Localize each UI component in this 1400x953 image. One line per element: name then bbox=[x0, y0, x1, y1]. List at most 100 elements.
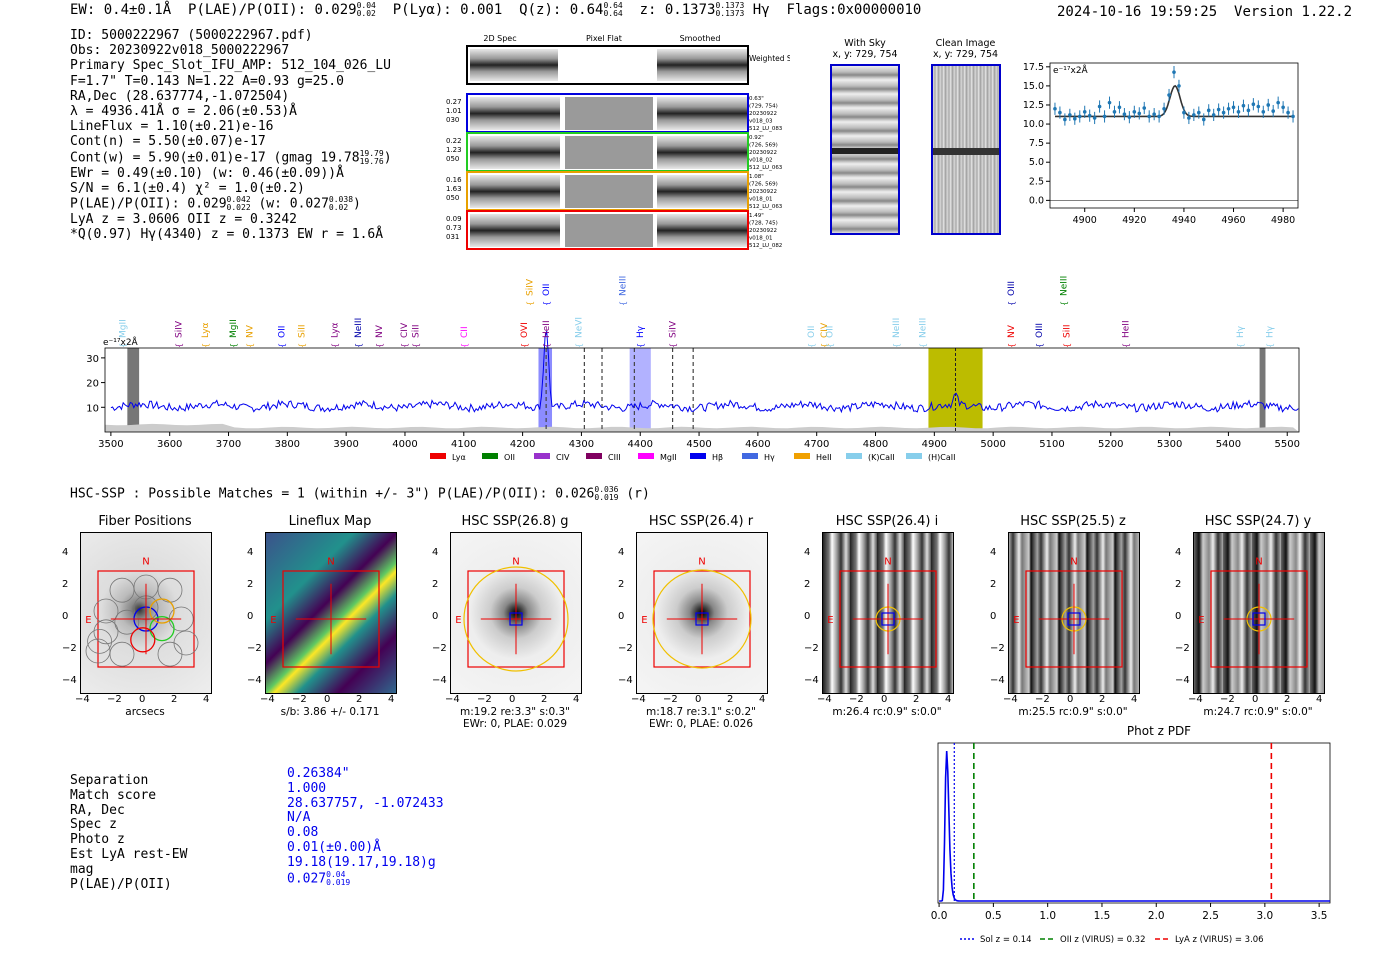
info-line: RA,Dec (28.637774,-1.072504) bbox=[70, 88, 290, 104]
fiber-circle-highlight bbox=[130, 627, 156, 653]
cutout-ytick-label: 0 bbox=[990, 611, 997, 622]
spectrum-line-label: SiII bbox=[297, 324, 307, 338]
fit-point bbox=[1276, 100, 1280, 105]
fit-point bbox=[1172, 70, 1176, 74]
spectrum-xtick-label: 4300 bbox=[569, 439, 594, 450]
spectrum-line-bracket: { bbox=[542, 343, 551, 348]
spectrum-line-label: SiIV bbox=[526, 278, 536, 296]
fit-xtick-label: 4920 bbox=[1122, 215, 1146, 226]
fiber-row-right-label: 512_LU_082 bbox=[749, 243, 782, 249]
fiber-row-left-label: 0.73 bbox=[446, 224, 462, 232]
cutout-xtick-label: −4 bbox=[631, 694, 646, 705]
cutout-xtick-label: −2 bbox=[107, 694, 122, 705]
cutout-xtick-label: 2 bbox=[541, 694, 548, 705]
cutout-match-box bbox=[695, 612, 709, 626]
cutout-subtitle: m:19.2 re:3.3" s:0.3" bbox=[460, 706, 570, 718]
fiber-row-2dspec bbox=[470, 175, 560, 208]
cutout-aperture bbox=[463, 566, 569, 672]
cutout-ytick-label: 0 bbox=[1175, 611, 1182, 622]
info-plae-lo: 0.022 bbox=[226, 203, 251, 213]
fiber-circle bbox=[87, 629, 113, 654]
spectrum-xtick-label: 5100 bbox=[1039, 439, 1064, 450]
clean-image-xy: x, y: 729, 754 bbox=[932, 49, 999, 60]
cutout-ytick-label: −4 bbox=[804, 675, 819, 686]
header-ew: EW: 0.4±0.1Å bbox=[70, 2, 172, 18]
spectrum-xtick-label: 3600 bbox=[157, 439, 182, 450]
cutout-subtitle: m:18.7 re:3.1" s:0.2" bbox=[646, 706, 756, 718]
legend-swatch bbox=[794, 453, 810, 459]
spectrum-line-label: MgII bbox=[229, 319, 239, 338]
info-line: λ = 4936.41Å σ = 2.06(±0.53)Å bbox=[70, 104, 297, 120]
weighted-sum-label: Weighted Sum bbox=[749, 54, 790, 63]
hsc-title: HSC-SSP : Possible Matches = 1 (within +… bbox=[70, 486, 650, 502]
fiber-row-right-label: v018_01 bbox=[749, 236, 773, 242]
cutout-east-label: E bbox=[85, 615, 91, 626]
spectrum-line-bracket: { bbox=[820, 343, 829, 348]
spectrum-xtick-label: 4800 bbox=[863, 439, 888, 450]
fit-point bbox=[1157, 114, 1161, 119]
pdf-xtick-label: 1.5 bbox=[1094, 910, 1111, 922]
cutout-match-box bbox=[509, 612, 523, 626]
spectrum-line-bracket: { bbox=[330, 343, 339, 348]
header-plae: P(LAE)/P(OII): 0.029 bbox=[188, 2, 357, 18]
cutout-xtick-label: 0 bbox=[509, 694, 516, 705]
fit-ytick-label: 7.5 bbox=[1029, 138, 1044, 149]
cutout-ytick-label: 4 bbox=[62, 547, 69, 558]
cutout-ytick-label: 2 bbox=[990, 579, 997, 590]
spectrum-line-label: Hγ bbox=[636, 325, 646, 338]
fit-point bbox=[1092, 116, 1097, 120]
col-title-2dspec: 2D Spec bbox=[483, 34, 516, 43]
fit-point bbox=[1087, 113, 1092, 118]
cutout-xtick-label: −2 bbox=[292, 694, 307, 705]
header-version: Version 1.22.2 bbox=[1234, 4, 1353, 20]
spectrum-xtick-label: 3500 bbox=[98, 439, 123, 450]
fiber-row-left-label: 0.22 bbox=[446, 137, 462, 145]
col-title-pixelflat: Pixel Flat bbox=[586, 34, 622, 43]
match-label: RA, Dec bbox=[70, 802, 125, 818]
fiber-row-left-label: 1.23 bbox=[446, 146, 462, 154]
cutout-xtick-label: 2 bbox=[727, 694, 734, 705]
legend-swatch bbox=[690, 453, 706, 459]
match-value: 28.637757, -1.072433 bbox=[287, 795, 444, 811]
fit-point bbox=[1107, 100, 1112, 105]
pdf-title: Phot z PDF bbox=[1127, 724, 1191, 738]
fit-point bbox=[1231, 105, 1236, 110]
spectrum-line-bracket: { bbox=[277, 343, 286, 348]
match-value: 0.26384" bbox=[287, 766, 350, 781]
fiber-row-smoothed bbox=[657, 97, 747, 130]
spectrum-line-bracket: { bbox=[412, 343, 421, 348]
spectrum-line-label: OII bbox=[807, 326, 817, 338]
cutout-overlay: NE bbox=[455, 557, 569, 672]
fiber-row-right-label: 0.92" bbox=[749, 135, 764, 141]
gmag-lo: 19.76 bbox=[359, 156, 384, 166]
cutout-overlay: NE bbox=[270, 557, 380, 668]
cutout-ytick-label: −2 bbox=[1175, 643, 1190, 654]
match-value: 0.08 bbox=[287, 825, 319, 841]
info-plae-w-lo: 0.02 bbox=[328, 203, 349, 213]
cutout-title: HSC SSP(24.7) y bbox=[1204, 514, 1312, 529]
cutout-subtitle: m:26.4 rc:0.9" s:0.0" bbox=[832, 706, 942, 718]
spectrum-noise-floor bbox=[105, 423, 1299, 432]
spectrum-line-label: OII bbox=[542, 284, 552, 296]
cutout-xtick-label: 2 bbox=[913, 694, 920, 705]
fit-point bbox=[1142, 106, 1147, 110]
spectrum-xtick-label: 5300 bbox=[1157, 439, 1182, 450]
legend-swatch bbox=[430, 453, 446, 459]
cutout-match-box bbox=[1067, 612, 1081, 626]
spectrum-xtick-label: 3900 bbox=[333, 439, 358, 450]
clean-image-trace bbox=[933, 148, 999, 155]
spectrum-line-label: NV bbox=[246, 324, 256, 338]
cutout-xtick-label: −2 bbox=[849, 694, 864, 705]
cutout-north-label: N bbox=[142, 557, 149, 568]
pdf-xtick-label: 3.5 bbox=[1311, 910, 1328, 922]
fiber-row-pixelflat bbox=[565, 97, 653, 130]
spectrum-line-bracket: { bbox=[919, 343, 928, 348]
legend-swatch bbox=[638, 453, 654, 459]
fiber-row-pixelflat bbox=[565, 136, 653, 169]
spectrum-line-bracket: { bbox=[201, 343, 210, 348]
cutout-title: HSC SSP(26.4) r bbox=[648, 514, 754, 529]
fiber-circle-highlight bbox=[149, 598, 175, 624]
fit-point bbox=[1122, 112, 1127, 116]
